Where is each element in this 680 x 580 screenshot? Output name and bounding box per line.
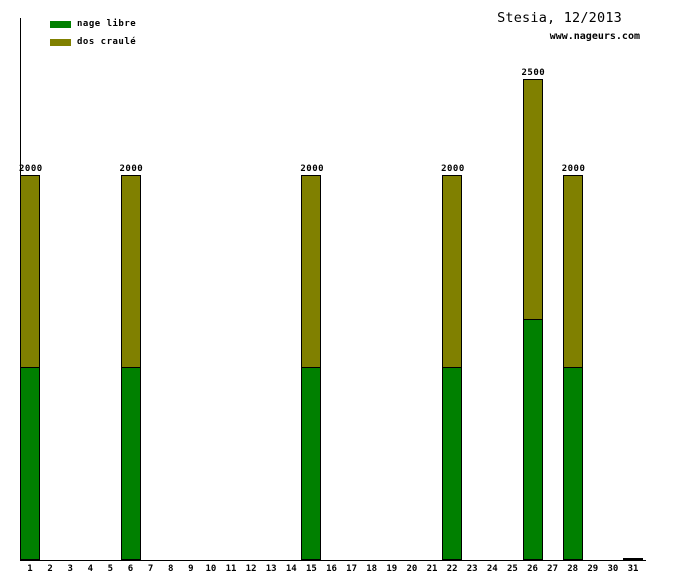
bar-total-label-day-1: 2000 bbox=[19, 164, 43, 174]
x-tick-label-2: 2 bbox=[47, 564, 53, 574]
legend-label-nage-libre: nage libre bbox=[77, 19, 137, 29]
bar-segment-dos-craule bbox=[522, 79, 543, 320]
bar-segment-dos-craule bbox=[20, 175, 40, 368]
x-tick-label-6: 6 bbox=[127, 564, 134, 574]
bar-segment-nage-libre bbox=[522, 319, 543, 560]
legend-label-dos-craule: dos craulé bbox=[77, 37, 137, 47]
legend-swatch-nage-libre bbox=[50, 20, 71, 28]
x-tick-label-9: 9 bbox=[188, 564, 194, 574]
x-tick-label-31: 31 bbox=[627, 564, 639, 574]
bar-segment-nage-libre bbox=[301, 367, 322, 560]
bar-total-label-day-22: 2000 bbox=[441, 164, 465, 174]
x-tick-label-22: 22 bbox=[446, 564, 458, 574]
bar-day-26 bbox=[522, 79, 543, 560]
x-tick-label-8: 8 bbox=[167, 564, 174, 574]
bar-total-label-day-28: 2000 bbox=[561, 164, 586, 174]
x-tick-label-24: 24 bbox=[486, 564, 498, 574]
legend-item-dos-craule: dos craulé bbox=[50, 33, 136, 51]
bar-day-22 bbox=[442, 175, 463, 560]
x-tick-label-18: 18 bbox=[366, 564, 378, 574]
x-tick-label-28: 28 bbox=[567, 564, 579, 574]
x-tick-label-14: 14 bbox=[285, 564, 297, 574]
bar-segment-dos-craule bbox=[120, 175, 141, 368]
bar-segment-dos-craule bbox=[301, 175, 322, 368]
x-tick-label-4: 4 bbox=[87, 564, 93, 574]
bar-segment-dos-craule bbox=[562, 175, 583, 368]
x-tick-label-1: 1 bbox=[27, 564, 33, 574]
bar-total-label-day-15: 2000 bbox=[300, 164, 325, 174]
bar-segment-nage-libre bbox=[120, 367, 141, 560]
x-tick-label-7: 7 bbox=[147, 564, 154, 574]
bar-segment-nage-libre bbox=[442, 367, 463, 560]
x-tick-label-26: 26 bbox=[527, 564, 538, 574]
x-tick-label-20: 20 bbox=[406, 564, 418, 574]
bar-segment-dos-craule bbox=[442, 175, 463, 368]
bar-segment-nage-libre bbox=[623, 558, 643, 560]
x-tick-label-3: 3 bbox=[67, 564, 73, 574]
x-axis-line bbox=[20, 560, 646, 561]
site-url-text: www.nageurs.com bbox=[549, 31, 640, 42]
bar-segment-nage-libre bbox=[562, 367, 583, 560]
bar-day-15 bbox=[301, 175, 322, 560]
x-tick-label-15: 15 bbox=[305, 564, 317, 574]
x-tick-label-5: 5 bbox=[107, 564, 114, 574]
x-tick-label-25: 25 bbox=[506, 564, 518, 574]
bar-total-label-day-6: 2000 bbox=[119, 164, 144, 174]
legend-swatch-dos-craule bbox=[50, 38, 71, 46]
x-tick-label-23: 23 bbox=[466, 564, 478, 574]
x-tick-label-17: 17 bbox=[346, 564, 358, 574]
x-tick-label-13: 13 bbox=[265, 564, 277, 574]
bar-day-1 bbox=[20, 175, 40, 560]
x-tick-label-11: 11 bbox=[225, 564, 237, 574]
bar-total-label-day-26: 2500 bbox=[521, 68, 546, 78]
chart-legend: nage libre dos craulé bbox=[50, 15, 136, 51]
x-tick-label-30: 30 bbox=[607, 564, 619, 574]
bar-day-28 bbox=[562, 175, 583, 560]
x-tick-label-12: 12 bbox=[245, 564, 257, 574]
x-tick-label-19: 19 bbox=[386, 564, 398, 574]
bar-segment-nage-libre bbox=[20, 367, 40, 560]
bar-day-31 bbox=[623, 558, 643, 560]
x-tick-label-10: 10 bbox=[205, 564, 217, 574]
chart-title: Stesia, 12/2013 bbox=[497, 10, 622, 26]
x-tick-label-21: 21 bbox=[426, 564, 438, 574]
x-tick-label-16: 16 bbox=[326, 564, 337, 574]
bar-day-6 bbox=[120, 175, 141, 560]
x-tick-label-29: 29 bbox=[587, 564, 599, 574]
x-tick-label-27: 27 bbox=[547, 564, 559, 574]
legend-item-nage-libre: nage libre bbox=[50, 15, 136, 33]
